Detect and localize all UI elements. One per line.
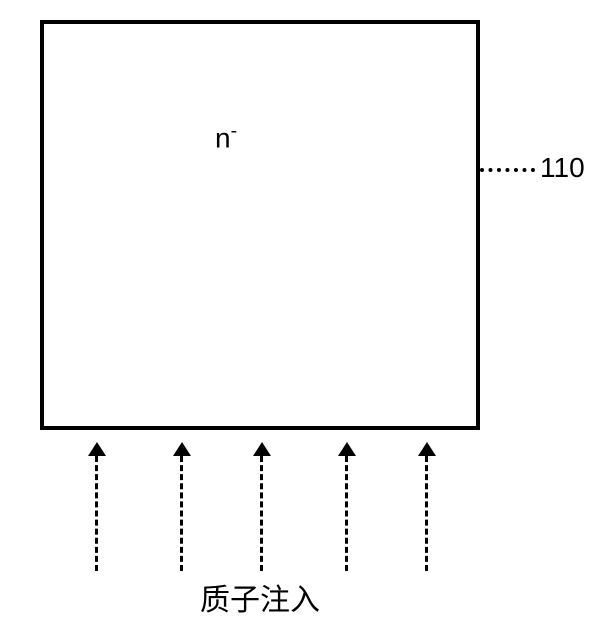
arrow-shaft <box>260 456 263 571</box>
diagram-container: n- 110 质子注入 <box>0 0 614 637</box>
arrow-shaft <box>425 456 428 571</box>
arrow-shaft <box>95 456 98 571</box>
label-superscript: - <box>231 120 238 142</box>
arrow-head-icon <box>173 442 191 456</box>
label-base: n <box>215 122 231 153</box>
arrow-head-icon <box>253 442 271 456</box>
proton-injection-label: 质子注入 <box>200 575 320 619</box>
arrow-head-icon <box>88 442 106 456</box>
reference-leader-line <box>480 168 535 172</box>
reference-number-label: 110 <box>540 152 585 184</box>
arrow-head-icon <box>338 442 356 456</box>
semiconductor-region-box <box>40 20 480 430</box>
doping-type-label: n- <box>215 120 237 154</box>
arrow-shaft <box>180 456 183 571</box>
arrow-head-icon <box>418 442 436 456</box>
arrow-shaft <box>345 456 348 571</box>
